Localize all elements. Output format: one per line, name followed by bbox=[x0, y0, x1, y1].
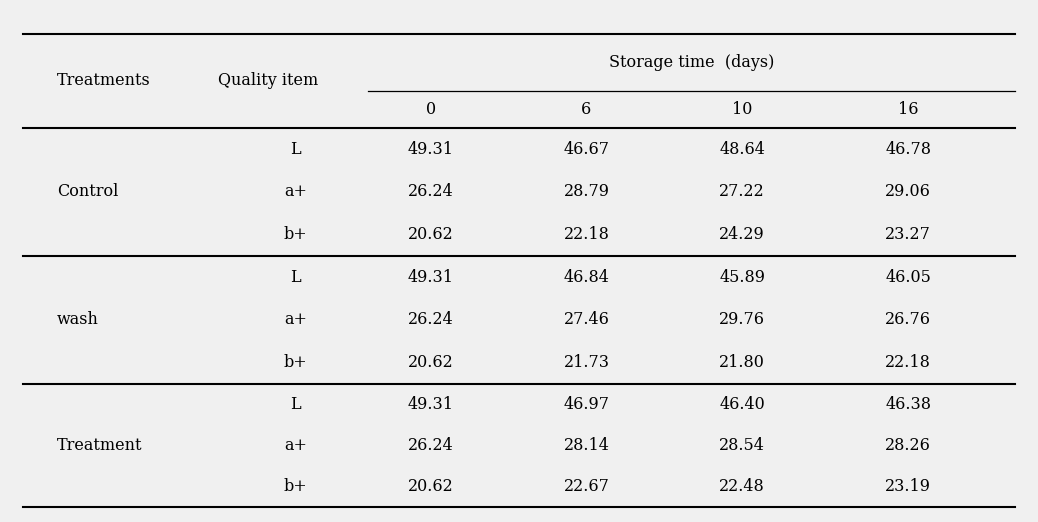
Text: Treatments: Treatments bbox=[57, 73, 151, 89]
Text: 46.84: 46.84 bbox=[564, 269, 609, 286]
Text: 29.06: 29.06 bbox=[885, 183, 931, 200]
Text: 46.97: 46.97 bbox=[564, 396, 609, 413]
Text: 6: 6 bbox=[581, 101, 592, 118]
Text: 23.19: 23.19 bbox=[885, 478, 931, 495]
Text: 26.24: 26.24 bbox=[408, 437, 454, 454]
Text: 46.38: 46.38 bbox=[885, 396, 931, 413]
Text: 22.48: 22.48 bbox=[719, 478, 765, 495]
Text: 21.80: 21.80 bbox=[719, 354, 765, 371]
Text: 26.24: 26.24 bbox=[408, 183, 454, 200]
Text: 16: 16 bbox=[898, 101, 919, 118]
Text: 23.27: 23.27 bbox=[885, 226, 931, 243]
Text: 46.67: 46.67 bbox=[564, 141, 609, 158]
Text: Quality item: Quality item bbox=[218, 73, 319, 89]
Text: 27.46: 27.46 bbox=[564, 311, 609, 328]
Text: L: L bbox=[291, 269, 301, 286]
Text: 26.76: 26.76 bbox=[885, 311, 931, 328]
Text: 28.26: 28.26 bbox=[885, 437, 931, 454]
Text: 46.78: 46.78 bbox=[885, 141, 931, 158]
Text: 49.31: 49.31 bbox=[408, 269, 454, 286]
Text: 28.79: 28.79 bbox=[564, 183, 609, 200]
Text: 22.18: 22.18 bbox=[885, 354, 931, 371]
Text: 27.22: 27.22 bbox=[719, 183, 765, 200]
Text: 49.31: 49.31 bbox=[408, 141, 454, 158]
Text: 22.67: 22.67 bbox=[564, 478, 609, 495]
Text: a+: a+ bbox=[284, 437, 307, 454]
Text: 10: 10 bbox=[732, 101, 753, 118]
Text: a+: a+ bbox=[284, 183, 307, 200]
Text: 21.73: 21.73 bbox=[564, 354, 609, 371]
Text: L: L bbox=[291, 396, 301, 413]
Text: Control: Control bbox=[57, 183, 118, 200]
Text: 28.54: 28.54 bbox=[719, 437, 765, 454]
Text: 29.76: 29.76 bbox=[719, 311, 765, 328]
Text: b+: b+ bbox=[284, 354, 307, 371]
Text: 22.18: 22.18 bbox=[564, 226, 609, 243]
Text: L: L bbox=[291, 141, 301, 158]
Text: b+: b+ bbox=[284, 478, 307, 495]
Text: 49.31: 49.31 bbox=[408, 396, 454, 413]
Text: 0: 0 bbox=[426, 101, 436, 118]
Text: 45.89: 45.89 bbox=[719, 269, 765, 286]
Text: 26.24: 26.24 bbox=[408, 311, 454, 328]
Text: wash: wash bbox=[57, 311, 99, 328]
Text: b+: b+ bbox=[284, 226, 307, 243]
Text: 20.62: 20.62 bbox=[408, 354, 454, 371]
Text: a+: a+ bbox=[284, 311, 307, 328]
Text: Treatment: Treatment bbox=[57, 437, 142, 454]
Text: 48.64: 48.64 bbox=[719, 141, 765, 158]
Text: 24.29: 24.29 bbox=[719, 226, 765, 243]
Text: 20.62: 20.62 bbox=[408, 478, 454, 495]
Text: 46.40: 46.40 bbox=[719, 396, 765, 413]
Text: 28.14: 28.14 bbox=[564, 437, 609, 454]
Text: 46.05: 46.05 bbox=[885, 269, 931, 286]
Text: 20.62: 20.62 bbox=[408, 226, 454, 243]
Text: Storage time  (days): Storage time (days) bbox=[609, 54, 774, 71]
